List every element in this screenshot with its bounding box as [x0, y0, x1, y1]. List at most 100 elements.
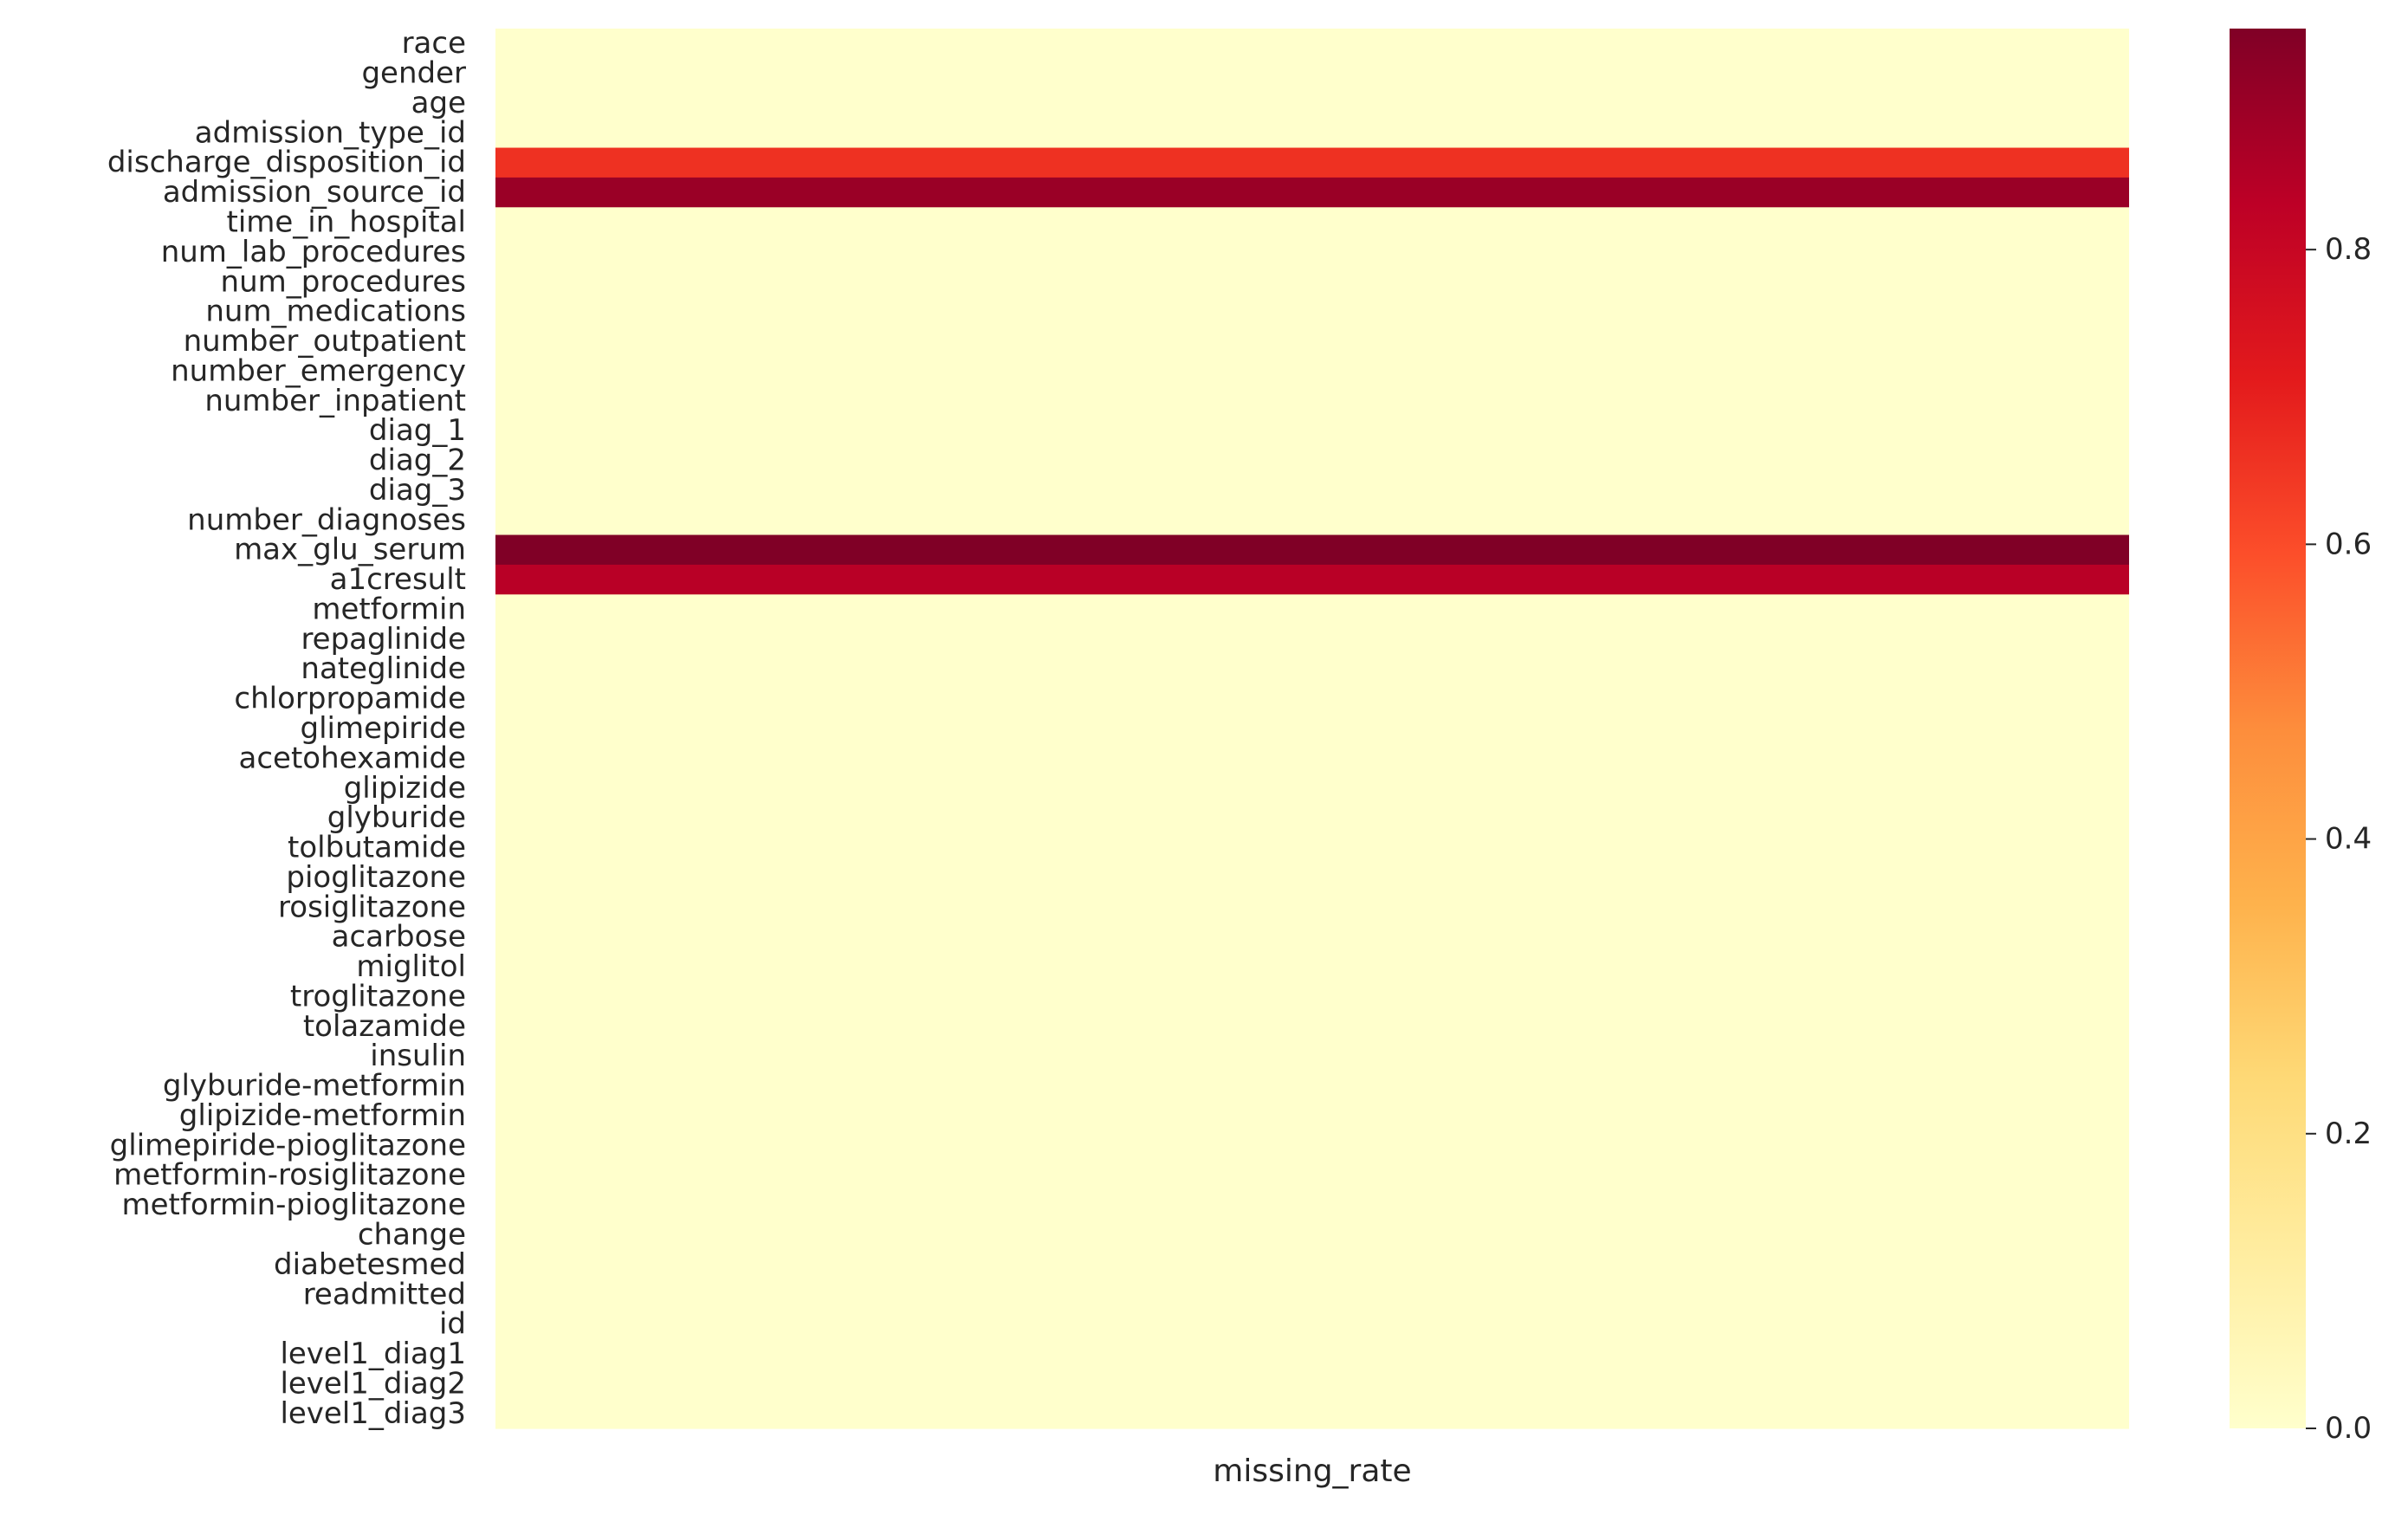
row-label-insulin: insulin: [370, 1039, 466, 1073]
row-label-num_procedures: num_procedures: [221, 264, 466, 299]
colorbar-tick-label: 0.0: [2325, 1411, 2372, 1446]
row-label-nateglinide: nateglinide: [301, 651, 466, 686]
heatmap-cell-acetohexamide: [495, 743, 2129, 774]
row-label-diag_1: diag_1: [369, 413, 466, 448]
heatmap-cell-acarbose: [495, 922, 2129, 953]
heatmap-cell-rosiglitazone: [495, 892, 2129, 923]
heatmap-cell-number_outpatient: [495, 326, 2129, 357]
heatmap-cell-glyburide-metformin: [495, 1071, 2129, 1102]
row-label-metformin: metformin: [312, 592, 466, 626]
heatmap-cell-diabetesmed: [495, 1249, 2129, 1280]
row-label-diag_2: diag_2: [369, 443, 466, 478]
heatmap-cell-age: [495, 87, 2129, 119]
heatmap-cell-id: [495, 1309, 2129, 1340]
row-label-number_diagnoses: number_diagnoses: [187, 502, 466, 537]
heatmap-cell-diag_1: [495, 415, 2129, 446]
row-label-glimepiride: glimepiride: [301, 711, 466, 746]
heatmap-cell-level1_diag3: [495, 1398, 2129, 1429]
row-label-glipizide-metformin: glipizide-metformin: [179, 1098, 466, 1133]
row-label-acarbose: acarbose: [332, 920, 466, 955]
row-label-max_glu_serum: max_glu_serum: [234, 533, 466, 567]
heatmap-cell-level1_diag2: [495, 1369, 2129, 1400]
heatmap-cell-max_glu_serum: [495, 534, 2129, 566]
heatmap-cell-metformin-pioglitazone: [495, 1189, 2129, 1220]
heatmap-cell-miglitol: [495, 951, 2129, 982]
row-label-diabetesmed: diabetesmed: [274, 1247, 466, 1282]
row-label-rosiglitazone: rosiglitazone: [278, 890, 466, 924]
row-label-discharge_disposition_id: discharge_disposition_id: [107, 146, 466, 180]
row-labels: racegenderageadmission_type_iddischarge_…: [107, 26, 466, 1431]
row-label-num_lab_procedures: num_lab_procedures: [161, 235, 466, 269]
heatmap-cell-nateglinide: [495, 654, 2129, 685]
row-label-num_medications: num_medications: [205, 295, 466, 329]
row-label-number_inpatient: number_inpatient: [204, 384, 466, 418]
colorbar-tick-label: 0.8: [2325, 232, 2372, 267]
row-label-tolazamide: tolazamide: [303, 1009, 466, 1044]
heatmap-cell-number_diagnoses: [495, 505, 2129, 536]
row-label-troglitazone: troglitazone: [290, 979, 466, 1013]
heatmap-cell-gender: [495, 58, 2129, 89]
row-label-admission_type_id: admission_type_id: [195, 115, 466, 150]
row-label-pioglitazone: pioglitazone: [286, 860, 466, 895]
heatmap-cell-glipizide: [495, 773, 2129, 804]
heatmap-cell-a1cresult: [495, 564, 2129, 595]
row-label-metformin-pioglitazone: metformin-pioglitazone: [122, 1188, 467, 1222]
row-label-level1_diag3: level1_diag3: [280, 1396, 466, 1431]
heatmap-cell-time_in_hospital: [495, 207, 2129, 238]
heatmap-cell-metformin: [495, 594, 2129, 625]
row-label-metformin-rosiglitazone: metformin-rosiglitazone: [113, 1158, 466, 1193]
heatmap-cell-race: [495, 29, 2129, 59]
colorbar-tick-label: 0.6: [2325, 527, 2372, 561]
heatmap-cell-pioglitazone: [495, 862, 2129, 893]
row-label-admission_source_id: admission_source_id: [163, 175, 466, 210]
row-label-level1_diag1: level1_diag1: [280, 1337, 466, 1371]
row-label-tolbutamide: tolbutamide: [288, 831, 466, 865]
heatmap-cell-admission_type_id: [495, 118, 2129, 149]
heatmap-cell-discharge_disposition_id: [495, 147, 2129, 178]
heatmap-cell-num_lab_procedures: [495, 236, 2129, 268]
row-label-level1_diag2: level1_diag2: [280, 1366, 466, 1401]
row-label-glyburide-metformin: glyburide-metformin: [163, 1069, 466, 1104]
row-label-time_in_hospital: time_in_hospital: [226, 204, 466, 239]
heatmap-cell-repaglinide: [495, 624, 2129, 655]
row-label-race: race: [402, 26, 466, 61]
row-label-age: age: [411, 86, 466, 120]
heatmap-cell-chlorpropamide: [495, 683, 2129, 715]
heatmap-cell-troglitazone: [495, 981, 2129, 1013]
row-label-a1cresult: a1cresult: [330, 562, 466, 597]
row-label-acetohexamide: acetohexamide: [239, 741, 466, 775]
colorbar-tick-label: 0.2: [2325, 1117, 2372, 1151]
heatmap-cell-glimepiride-pioglitazone: [495, 1130, 2129, 1162]
row-label-readmitted: readmitted: [303, 1277, 466, 1311]
row-label-id: id: [439, 1307, 466, 1342]
heatmap-cell-tolbutamide: [495, 832, 2129, 864]
row-label-chlorpropamide: chlorpropamide: [234, 682, 466, 716]
row-label-diag_3: diag_3: [369, 473, 466, 508]
heatmap-cell-insulin: [495, 1041, 2129, 1072]
heatmap-cell-readmitted: [495, 1279, 2129, 1311]
heatmap-cell-glipizide-metformin: [495, 1100, 2129, 1131]
colorbar: [2230, 29, 2306, 1428]
row-label-number_emergency: number_emergency: [171, 353, 466, 388]
row-label-number_outpatient: number_outpatient: [184, 324, 466, 359]
row-label-glyburide: glyburide: [327, 800, 466, 835]
heatmap-cell-glyburide: [495, 802, 2129, 833]
x-axis-label: missing_rate: [1213, 1453, 1411, 1489]
colorbar-ticks: 0.0 0.2 0.4 0.6 0.8: [2306, 232, 2372, 1446]
heatmap-cell-number_emergency: [495, 356, 2129, 387]
row-label-gender: gender: [361, 56, 466, 91]
heatmap-cell-tolazamide: [495, 1011, 2129, 1042]
heatmap-cell-num_medications: [495, 296, 2129, 327]
row-label-glimepiride-pioglitazone: glimepiride-pioglitazone: [110, 1128, 466, 1162]
heatmap-cell-level1_diag1: [495, 1338, 2129, 1369]
heatmap-cell-glimepiride: [495, 713, 2129, 744]
heatmap-cell-num_procedures: [495, 267, 2129, 298]
heatmap-cell-admission_source_id: [495, 177, 2129, 208]
row-label-miglitol: miglitol: [356, 949, 466, 984]
row-label-repaglinide: repaglinide: [301, 622, 466, 657]
heatmap-cell-metformin-rosiglitazone: [495, 1160, 2129, 1191]
heatmap-cell-change: [495, 1220, 2129, 1251]
heatmap-cell-diag_2: [495, 445, 2129, 476]
colorbar-tick-label: 0.4: [2325, 822, 2372, 857]
